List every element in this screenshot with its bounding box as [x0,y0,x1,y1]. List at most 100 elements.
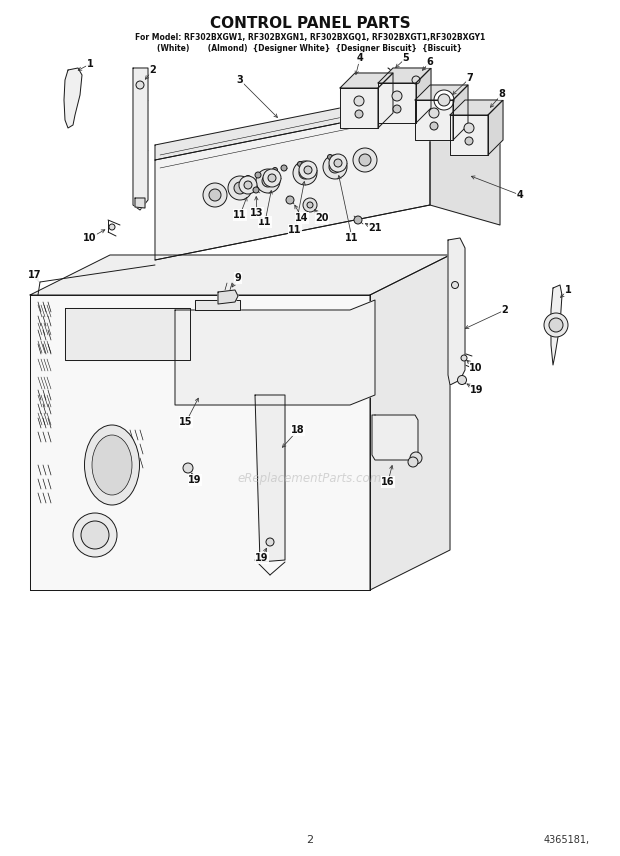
Text: 8: 8 [498,89,505,99]
Circle shape [244,181,252,189]
Text: 1: 1 [565,285,572,295]
Text: 16: 16 [381,477,395,487]
Polygon shape [155,105,430,260]
Circle shape [228,176,252,200]
Text: 10: 10 [83,233,97,243]
Circle shape [464,123,474,133]
Circle shape [262,175,274,187]
Text: 10: 10 [469,363,483,373]
Circle shape [392,91,402,101]
Circle shape [256,169,280,193]
Polygon shape [30,295,370,590]
Polygon shape [378,68,431,83]
Ellipse shape [84,425,140,505]
Circle shape [209,189,221,201]
Text: 2: 2 [306,835,314,845]
Circle shape [303,198,317,212]
Circle shape [458,376,466,384]
Circle shape [323,155,347,179]
Text: 4: 4 [516,190,523,200]
Circle shape [430,122,438,130]
Circle shape [329,154,347,172]
Polygon shape [488,100,503,155]
Polygon shape [430,105,500,225]
Circle shape [136,81,144,89]
Text: 20: 20 [315,213,329,223]
Circle shape [544,313,568,337]
Text: 17: 17 [29,270,42,280]
Circle shape [266,538,274,546]
Text: CONTROL PANEL PARTS: CONTROL PANEL PARTS [210,16,410,31]
Circle shape [327,154,332,159]
Circle shape [183,463,193,473]
Text: 11: 11 [288,225,302,235]
Polygon shape [378,83,416,123]
Polygon shape [415,100,453,140]
Text: 7: 7 [467,73,474,83]
Circle shape [109,224,115,230]
Text: 19: 19 [255,553,268,563]
Polygon shape [175,300,375,405]
Circle shape [203,183,227,207]
Circle shape [434,90,454,110]
Circle shape [81,521,109,549]
Text: 18: 18 [291,425,305,435]
Ellipse shape [92,435,132,495]
Circle shape [393,105,401,113]
Polygon shape [64,68,82,128]
Circle shape [299,167,311,179]
Text: 14: 14 [295,213,309,223]
Circle shape [246,175,250,181]
Circle shape [359,154,371,166]
Circle shape [461,355,467,361]
Polygon shape [135,198,145,208]
Polygon shape [450,115,488,155]
Polygon shape [448,238,465,385]
Text: 11: 11 [345,233,359,243]
Circle shape [307,202,313,208]
Circle shape [263,169,281,187]
Circle shape [73,513,117,557]
Circle shape [253,187,259,193]
Polygon shape [340,88,378,128]
Circle shape [465,137,473,145]
Text: (White)       (Almond)  {Designer White}  {Designer Biscuit}  {Biscuit}: (White) (Almond) {Designer White} {Desig… [157,44,463,53]
Circle shape [412,76,420,84]
Circle shape [438,94,450,106]
Text: 15: 15 [179,417,193,427]
Circle shape [451,282,459,288]
Text: 9: 9 [234,273,241,283]
Circle shape [299,161,317,179]
Polygon shape [415,85,468,100]
Polygon shape [255,395,285,562]
Text: 1: 1 [87,59,94,69]
Circle shape [298,162,303,167]
Circle shape [293,161,317,185]
Polygon shape [340,73,393,88]
Text: 4: 4 [356,53,363,63]
Text: 3: 3 [237,75,244,85]
Circle shape [410,452,422,464]
Polygon shape [65,308,190,360]
Text: For Model: RF302BXGW1, RF302BXGN1, RF302BXGQ1, RF302BXGT1,RF302BXGY1: For Model: RF302BXGW1, RF302BXGN1, RF302… [135,33,485,42]
Text: 2: 2 [149,65,156,75]
Circle shape [429,108,439,118]
Text: 19: 19 [188,475,202,485]
Circle shape [408,457,418,467]
Text: 11: 11 [233,210,247,220]
Polygon shape [30,255,450,295]
Polygon shape [195,300,240,310]
Circle shape [354,96,364,106]
Polygon shape [416,68,431,123]
Circle shape [304,166,312,174]
Text: 5: 5 [402,53,409,63]
Polygon shape [378,73,393,128]
Circle shape [329,161,341,173]
Polygon shape [551,285,562,365]
Text: 19: 19 [470,385,484,395]
Circle shape [234,182,246,194]
Polygon shape [370,255,450,590]
Circle shape [334,159,342,167]
Text: 13: 13 [250,208,264,218]
Circle shape [355,110,363,118]
